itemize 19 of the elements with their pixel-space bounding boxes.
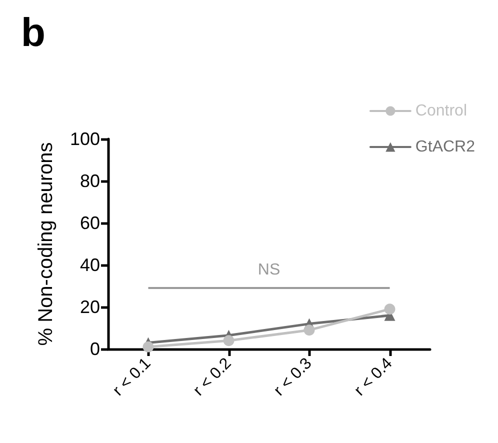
y-tick-label: 40 (80, 255, 100, 275)
point (223, 335, 234, 346)
y-tick-label: 0 (90, 339, 100, 359)
legend-label: GtACR2 (415, 138, 476, 156)
y-tick-label: 80 (80, 171, 100, 191)
y-axis-title: % Non-coding neurons (35, 142, 57, 346)
point (142, 341, 154, 352)
point (304, 324, 315, 336)
y-tick-label: 20 (80, 297, 100, 317)
chart-title: b (21, 11, 46, 55)
y-tick-label: 60 (80, 213, 100, 233)
x-tick-label: r < 0.1 (110, 354, 154, 400)
point (384, 304, 396, 315)
x-tick-label: r < 0.2 (190, 354, 235, 400)
x-tick-label: r < 0.4 (351, 354, 396, 400)
x-tick-label: r < 0.3 (270, 354, 316, 400)
legend-label: Control (415, 102, 468, 120)
y-tick-label: 100 (70, 129, 100, 149)
ref-line-label: NS (258, 262, 280, 279)
